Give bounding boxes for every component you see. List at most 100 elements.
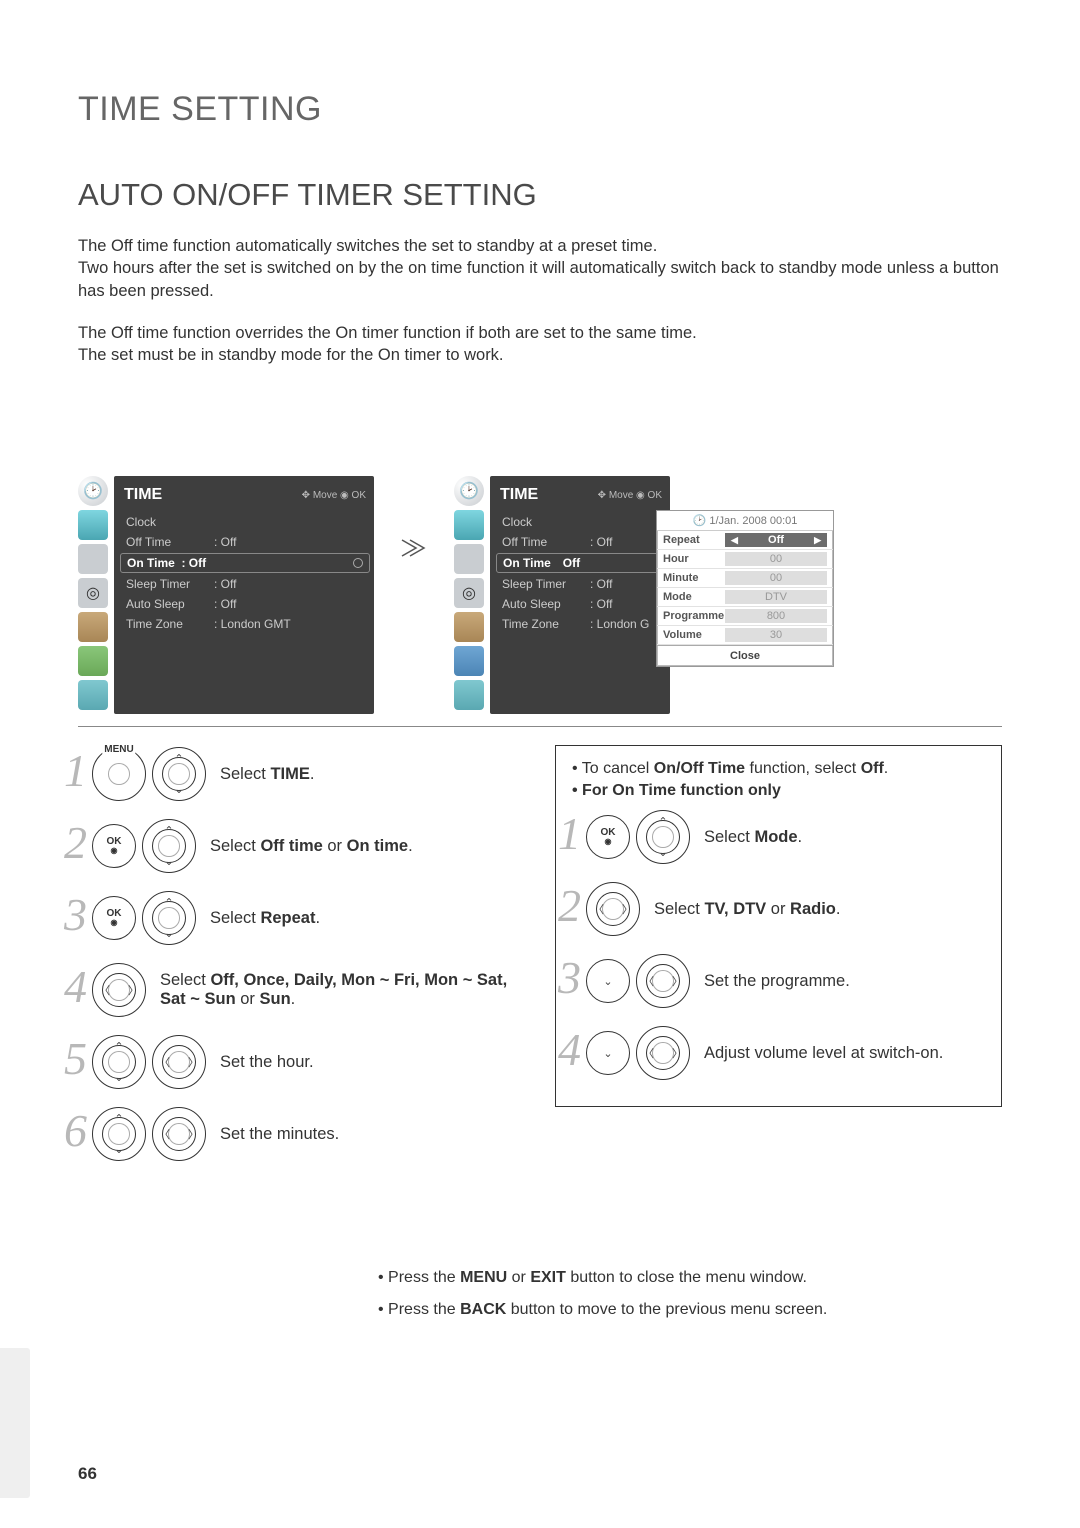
popup-row: Repeat ◀Off▶: [657, 531, 833, 550]
osd-item: Auto Sleep: Off: [500, 594, 662, 614]
intro-line: The Off time function automatically swit…: [78, 237, 657, 255]
note-line: • For On Time function only: [572, 782, 989, 800]
osd-item: Time Zone: London GMT: [124, 614, 366, 634]
step-text: Select TV, DTV or Radio.: [654, 900, 840, 919]
menu-category-icon: [454, 646, 484, 676]
step-buttons: ⌃⌄〈〉: [92, 1035, 206, 1089]
popup-date: 🕑 1/Jan. 2008 00:01: [657, 511, 833, 531]
osd-panel-left: TIME ✥ Move ◉ OK Clock Off Time: Off On …: [114, 476, 374, 714]
osd-left-wrap: 🕑 ◎ TIME ✥ Move ◉ OK Clock Off Time: Off…: [78, 476, 374, 714]
osd-item: Sleep Timer: Off: [500, 574, 662, 594]
step-number: 4: [64, 960, 87, 1013]
dpad-horizontal-icon: 〈〉: [636, 1026, 690, 1080]
dpad-vertical-icon: ⌃⌄: [152, 747, 206, 801]
step-text: Adjust volume level at switch-on.: [704, 1044, 943, 1063]
left-arrow-icon: ◀: [731, 535, 738, 546]
step-number: 1: [64, 744, 87, 797]
step-buttons: 〈〉: [586, 882, 640, 936]
dpad-vertical-small-icon: ⌄: [586, 959, 630, 1003]
menu-category-icon: [78, 646, 108, 676]
menu-button-icon: MENU: [92, 747, 146, 801]
intro-line: The set must be in standby mode for the …: [78, 346, 504, 364]
osd-item-highlighted: On TimeOff: [496, 553, 666, 573]
osd-hints: ✥ Move ◉ OK: [302, 490, 366, 501]
osd-title: TIME: [124, 486, 162, 504]
step-number: 6: [64, 1104, 87, 1157]
step-number: 5: [64, 1032, 87, 1085]
radio-dot-icon: [353, 558, 363, 568]
popup-row: Hour00: [657, 550, 833, 569]
section-title: AUTO ON/OFF TIMER SETTING: [78, 177, 1002, 213]
step-text: Select Off, Once, Daily, Mon ~ Fri, Mon …: [160, 971, 525, 1009]
step: 4⌄〈〉Adjust volume level at switch-on.: [572, 1026, 989, 1080]
popup-row: Programme800: [657, 607, 833, 626]
dpad-vertical-small-icon: ⌄: [586, 1031, 630, 1075]
menu-category-icon: ◎: [78, 578, 108, 608]
popup-row: Volume30: [657, 626, 833, 645]
notes-box: • To cancel On/Off Time function, select…: [555, 745, 1002, 1107]
intro-paragraph: The Off time function automatically swit…: [78, 235, 1002, 302]
step-number: 3: [64, 888, 87, 941]
step-number: 3: [558, 951, 581, 1004]
step-buttons: ⌄〈〉: [586, 1026, 690, 1080]
steps-left-column: 1MENU⌃⌄Select TIME.2OK◉⌃⌄Select Off time…: [78, 747, 525, 1179]
menu-category-icon: [78, 510, 108, 540]
osd-item: Sleep Timer: Off: [124, 574, 366, 594]
osd-item: Auto Sleep: Off: [124, 594, 366, 614]
menu-category-icon: [78, 680, 108, 710]
osd-item: Off Time: Off: [500, 532, 662, 552]
osd-icon-column: 🕑 ◎: [454, 476, 488, 714]
clock-icon: 🕑: [454, 476, 484, 506]
osd-header: TIME ✥ Move ◉ OK: [124, 482, 366, 512]
clock-icon: 🕑: [78, 476, 108, 506]
step: 5⌃⌄〈〉Set the hour.: [78, 1035, 525, 1089]
step-number: 4: [558, 1023, 581, 1076]
dpad-vertical-icon: ⌃⌄: [636, 810, 690, 864]
osd-item-highlighted: On Time : Off: [120, 553, 370, 573]
page-title: TIME SETTING: [78, 90, 1002, 129]
step-buttons: ⌃⌄〈〉: [92, 1107, 206, 1161]
dpad-horizontal-icon: 〈〉: [152, 1107, 206, 1161]
step-number: 1: [558, 807, 581, 860]
osd-item: Clock: [500, 512, 662, 532]
step: 6⌃⌄〈〉Set the minutes.: [78, 1107, 525, 1161]
step-buttons: 〈〉: [92, 963, 146, 1017]
dpad-vertical-icon: ⌃⌄: [142, 891, 196, 945]
step: 4〈〉Select Off, Once, Daily, Mon ~ Fri, M…: [78, 963, 525, 1017]
right-arrow-icon: ▶: [814, 535, 821, 546]
intro-paragraph: The Off time function overrides the On t…: [78, 322, 1002, 367]
popup-close-button[interactable]: Close: [657, 645, 833, 666]
step: 2OK◉⌃⌄Select Off time or On time.: [78, 819, 525, 873]
step-text: Select Off time or On time.: [210, 837, 413, 856]
note-line: • To cancel On/Off Time function, select…: [572, 760, 989, 778]
side-tab: [0, 1348, 30, 1498]
step-buttons: ⌄〈〉: [586, 954, 690, 1008]
menu-category-icon: [78, 612, 108, 642]
popup-row: ModeDTV: [657, 588, 833, 607]
intro-line: Two hours after the set is switched on b…: [78, 259, 999, 299]
dpad-horizontal-icon: 〈〉: [636, 954, 690, 1008]
step-buttons: MENU⌃⌄: [92, 747, 206, 801]
step-text: Set the minutes.: [220, 1125, 339, 1144]
osd-item: Clock: [124, 512, 366, 532]
popup-row: Minute00: [657, 569, 833, 588]
osd-panel-right: TIME ✥ Move ◉ OK Clock Off Time: Off On …: [490, 476, 670, 714]
osd-icon-column: 🕑 ◎: [78, 476, 112, 714]
dpad-horizontal-icon: 〈〉: [152, 1035, 206, 1089]
intro-line: The Off time function overrides the On t…: [78, 324, 697, 342]
step-buttons: OK◉⌃⌄: [586, 810, 690, 864]
osd-hints: ✥ Move ◉ OK: [598, 490, 662, 501]
osd-item: Time Zone: London G: [500, 614, 662, 634]
step: 3OK◉⌃⌄Select Repeat.: [78, 891, 525, 945]
menu-category-icon: [78, 544, 108, 574]
steps-right-column: • To cancel On/Off Time function, select…: [555, 747, 1002, 1179]
osd-title: TIME: [500, 486, 538, 504]
step-text: Set the hour.: [220, 1053, 314, 1072]
step-text: Select Repeat.: [210, 909, 320, 928]
dpad-vertical-icon: ⌃⌄: [92, 1107, 146, 1161]
step: 1OK◉⌃⌄Select Mode.: [572, 810, 989, 864]
osd-right-wrap: 🕑 ◎ TIME ✥ Move ◉ OK Clock Off Time: Off…: [454, 476, 670, 714]
step-number: 2: [558, 879, 581, 932]
step-buttons: OK◉⌃⌄: [92, 891, 196, 945]
menu-category-icon: [454, 680, 484, 710]
